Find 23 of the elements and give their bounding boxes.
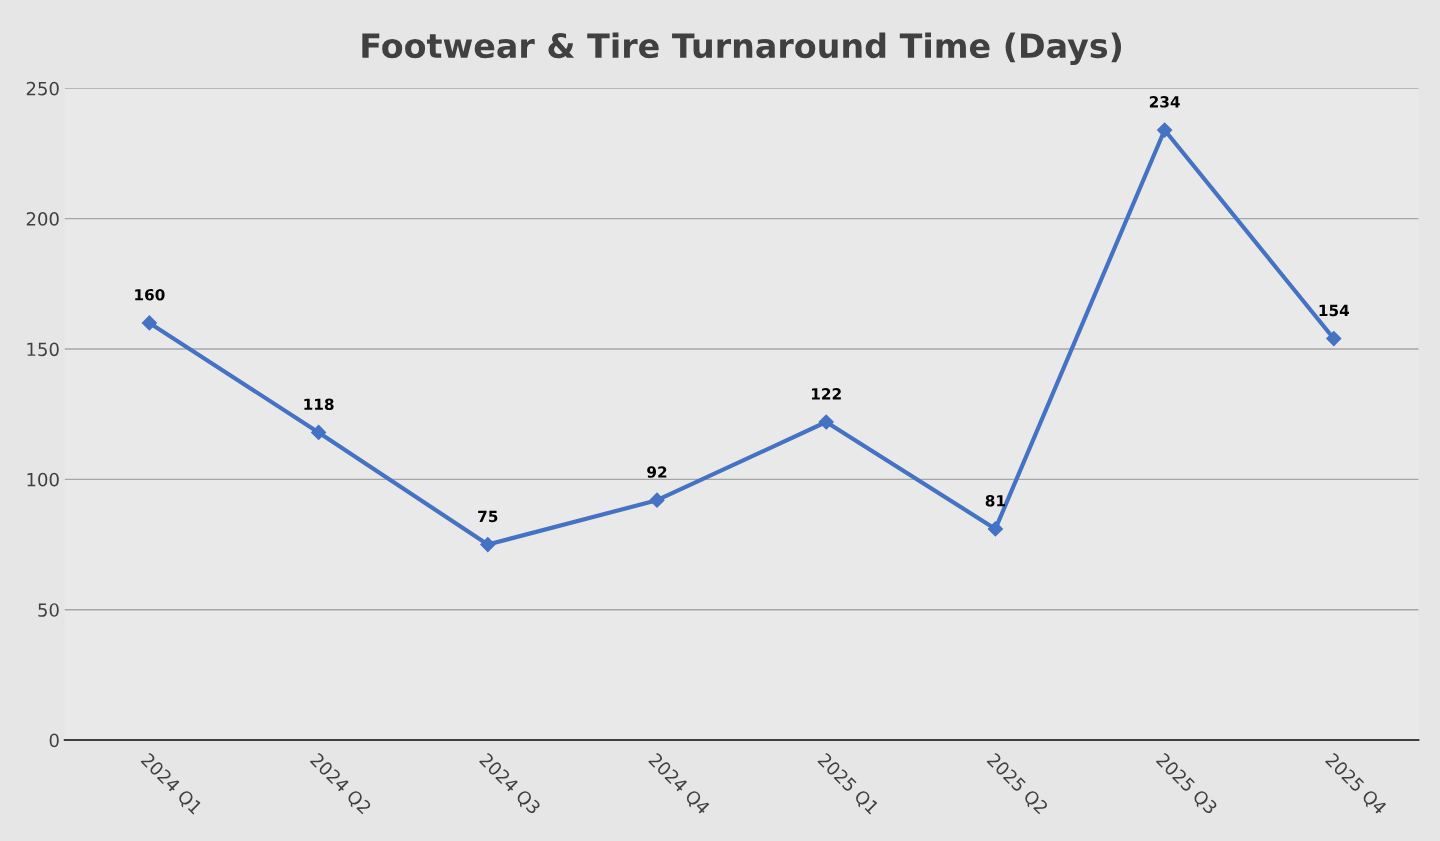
data-label: 75: [478, 510, 498, 523]
point: [987, 521, 1003, 537]
point: [1326, 331, 1342, 347]
data-label: 160: [135, 288, 165, 301]
point: [141, 315, 157, 331]
data-label: 234: [1149, 96, 1180, 108]
data-label: 81: [985, 494, 1005, 507]
point: [480, 536, 496, 553]
data-label: 154: [1319, 304, 1350, 317]
y-tick-label: 250: [26, 81, 59, 96]
data-label: 92: [647, 466, 667, 478]
y-tick-label: 200: [26, 212, 59, 226]
point: [1157, 122, 1173, 138]
point: [311, 424, 327, 441]
y-tick-label: 150: [27, 342, 59, 357]
y-tick-label: 0: [49, 733, 59, 748]
data-label: 118: [304, 398, 334, 411]
y-tick-label: 50: [38, 603, 59, 617]
chart-title: Footwear & Tire Turnaround Time (Days): [362, 32, 1122, 65]
point: [818, 414, 834, 430]
y-tick-label: 100: [27, 472, 59, 487]
point: [649, 492, 665, 508]
data-label: 122: [811, 388, 841, 400]
